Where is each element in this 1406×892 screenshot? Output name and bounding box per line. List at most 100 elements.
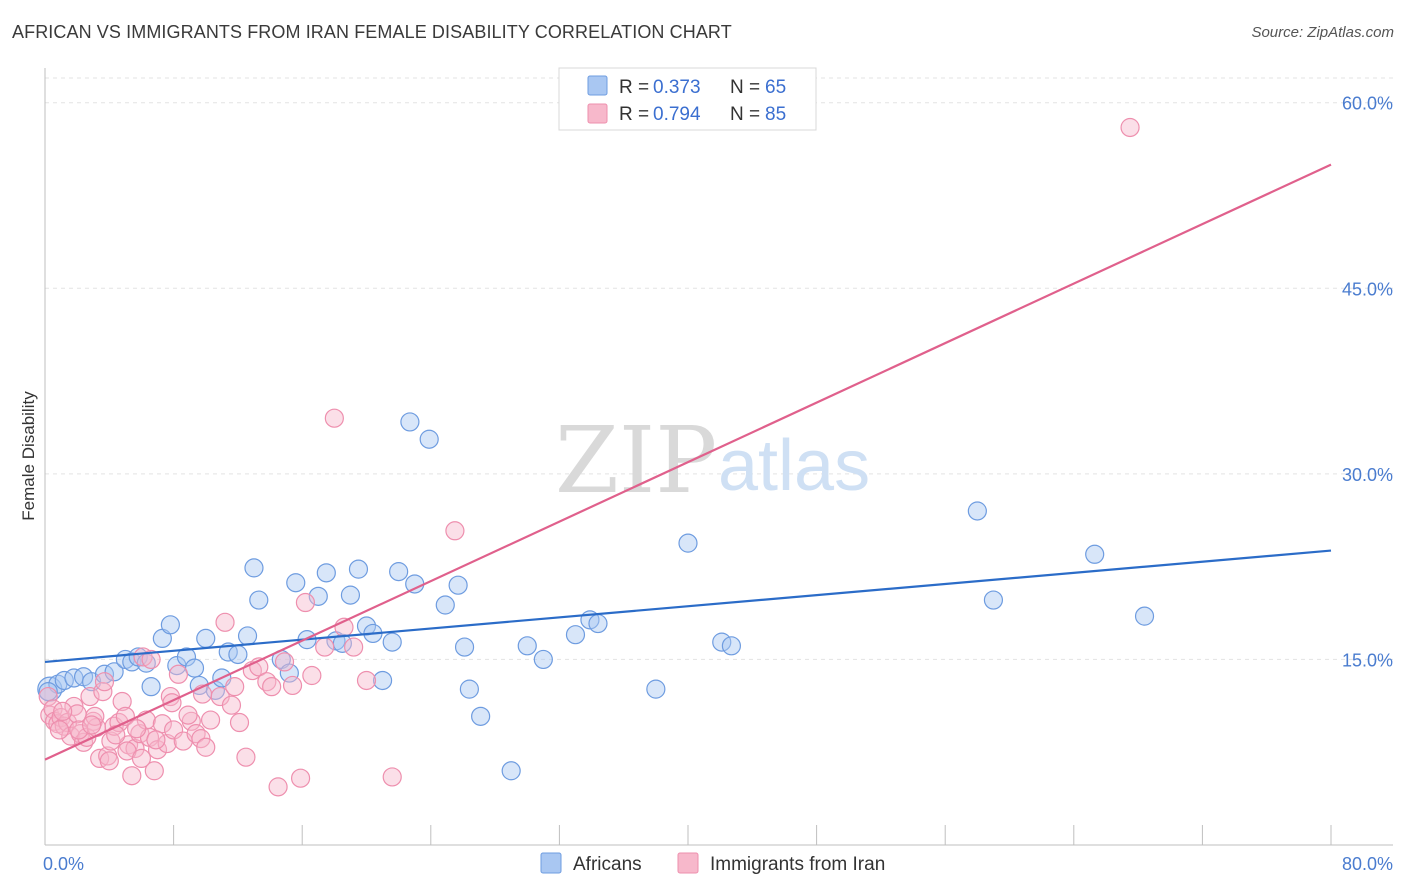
point-africans-58 <box>712 632 732 652</box>
point-iran-50 <box>229 712 250 733</box>
point-iran-60 <box>295 592 316 613</box>
series-africans-points <box>37 412 1155 781</box>
y-axis-label: Female Disability <box>19 391 38 521</box>
trend-line-iran <box>44 163 1332 761</box>
trend-lines <box>44 163 1332 761</box>
point-iran-33 <box>141 649 161 670</box>
point-iran-18 <box>93 681 113 702</box>
x-tick-label-0: 0.0% <box>43 854 84 874</box>
point-iran-84 <box>49 720 70 740</box>
x-tick-label-1: 80.0% <box>1342 854 1393 874</box>
point-africans-28 <box>279 663 299 683</box>
point-iran-83 <box>178 705 198 725</box>
point-iran-58 <box>282 675 303 696</box>
point-africans-18 <box>196 628 216 649</box>
point-africans-63 <box>1134 606 1155 626</box>
point-africans-17 <box>184 658 205 678</box>
point-iran-73 <box>127 719 147 739</box>
point-africans-60 <box>967 501 987 521</box>
point-africans-9 <box>122 652 142 672</box>
legend-n-value-africans: 65 <box>765 77 786 98</box>
point-iran-59 <box>290 768 311 788</box>
point-iran-62 <box>315 637 335 657</box>
point-iran-48 <box>215 612 235 632</box>
point-iran-77 <box>225 677 245 697</box>
point-iran-34 <box>144 761 164 781</box>
point-africans-42 <box>400 412 420 432</box>
point-africans-46 <box>448 575 468 595</box>
legend-n-label-iran: N = <box>730 104 760 125</box>
point-iran-0 <box>38 686 58 707</box>
point-iran-49 <box>221 695 242 715</box>
point-iran-71 <box>69 720 89 740</box>
point-iran-66 <box>356 670 377 691</box>
point-africans-44 <box>419 429 439 449</box>
point-iran-28 <box>125 738 145 759</box>
point-africans-47 <box>454 637 475 657</box>
point-iran-39 <box>164 720 184 740</box>
bottom-legend-swatch-africans <box>540 852 562 874</box>
legend-r-value-iran: 0.794 <box>653 104 701 125</box>
point-africans-25 <box>244 558 264 578</box>
bottom-legend-swatch-iran <box>677 852 699 874</box>
point-africans-53 <box>565 625 586 645</box>
point-iran-44 <box>191 729 211 749</box>
point-iran-74 <box>146 730 166 750</box>
point-iran-51 <box>236 747 256 767</box>
watermark-atlas: atlas <box>718 426 870 506</box>
y-tick-label-1: 30.0% <box>1342 465 1393 485</box>
legend-r-label-africans: R = <box>619 77 649 98</box>
point-iran-45 <box>196 737 216 757</box>
legend-n-value-iran: 85 <box>765 104 786 125</box>
trend-line-africans <box>44 549 1332 664</box>
point-africans-62 <box>1085 544 1105 564</box>
y-tick-label-2: 45.0% <box>1342 279 1393 299</box>
legend-r-label-iran: R = <box>619 104 649 125</box>
point-africans-59 <box>721 636 742 656</box>
bottom-legend-label-africans: Africans <box>573 854 642 875</box>
point-iran-24 <box>112 691 132 712</box>
point-africans-29 <box>286 573 306 593</box>
point-iran-79 <box>82 715 102 735</box>
point-africans-50 <box>501 761 521 781</box>
point-iran-19 <box>94 672 115 692</box>
point-iran-40 <box>168 664 189 684</box>
chart-title: AFRICAN VS IMMIGRANTS FROM IRAN FEMALE D… <box>12 22 732 42</box>
point-africans-23 <box>228 644 248 665</box>
point-iran-63 <box>324 408 344 428</box>
legend-swatch-iran <box>587 103 608 124</box>
point-africans-49 <box>471 706 491 726</box>
point-africans-51 <box>517 636 537 656</box>
point-iran-78 <box>53 701 73 721</box>
source-credit: Source: ZipAtlas.com <box>1251 24 1394 41</box>
y-tick-label-0: 15.0% <box>1342 650 1393 670</box>
point-iran-57 <box>274 652 295 672</box>
legend-bottom: Africans Immigrants from Iran <box>540 852 885 875</box>
point-africans-35 <box>340 585 361 605</box>
point-africans-52 <box>533 649 553 670</box>
point-africans-56 <box>646 679 666 699</box>
point-iran-70 <box>99 751 119 771</box>
point-iran-55 <box>262 677 282 697</box>
point-africans-7 <box>104 662 124 682</box>
point-africans-14 <box>160 615 180 635</box>
axes <box>44 68 1393 846</box>
y-tick-labels: 15.0% 30.0% 45.0% 60.0% <box>1342 94 1393 671</box>
point-africans-16 <box>176 647 197 667</box>
point-iran-14 <box>80 686 100 707</box>
point-africans-57 <box>678 533 698 553</box>
point-africans-24 <box>237 626 258 646</box>
point-iran-67 <box>382 767 402 787</box>
point-africans-55 <box>588 613 608 634</box>
point-iran-68 <box>445 521 465 541</box>
legend-r-value-africans: 0.373 <box>653 77 701 98</box>
point-iran-80 <box>106 725 126 745</box>
bottom-legend-label-iran: Immigrants from Iran <box>710 854 885 875</box>
legend-top: R = 0.373 N = 65 R = 0.794 N = 85 <box>558 67 817 131</box>
point-africans-39 <box>372 670 393 691</box>
legend-n-label-africans: N = <box>730 77 760 98</box>
point-africans-12 <box>141 677 161 697</box>
x-tick-labels: 0.0% 80.0% <box>43 854 1393 874</box>
point-iran-61 <box>302 665 322 686</box>
